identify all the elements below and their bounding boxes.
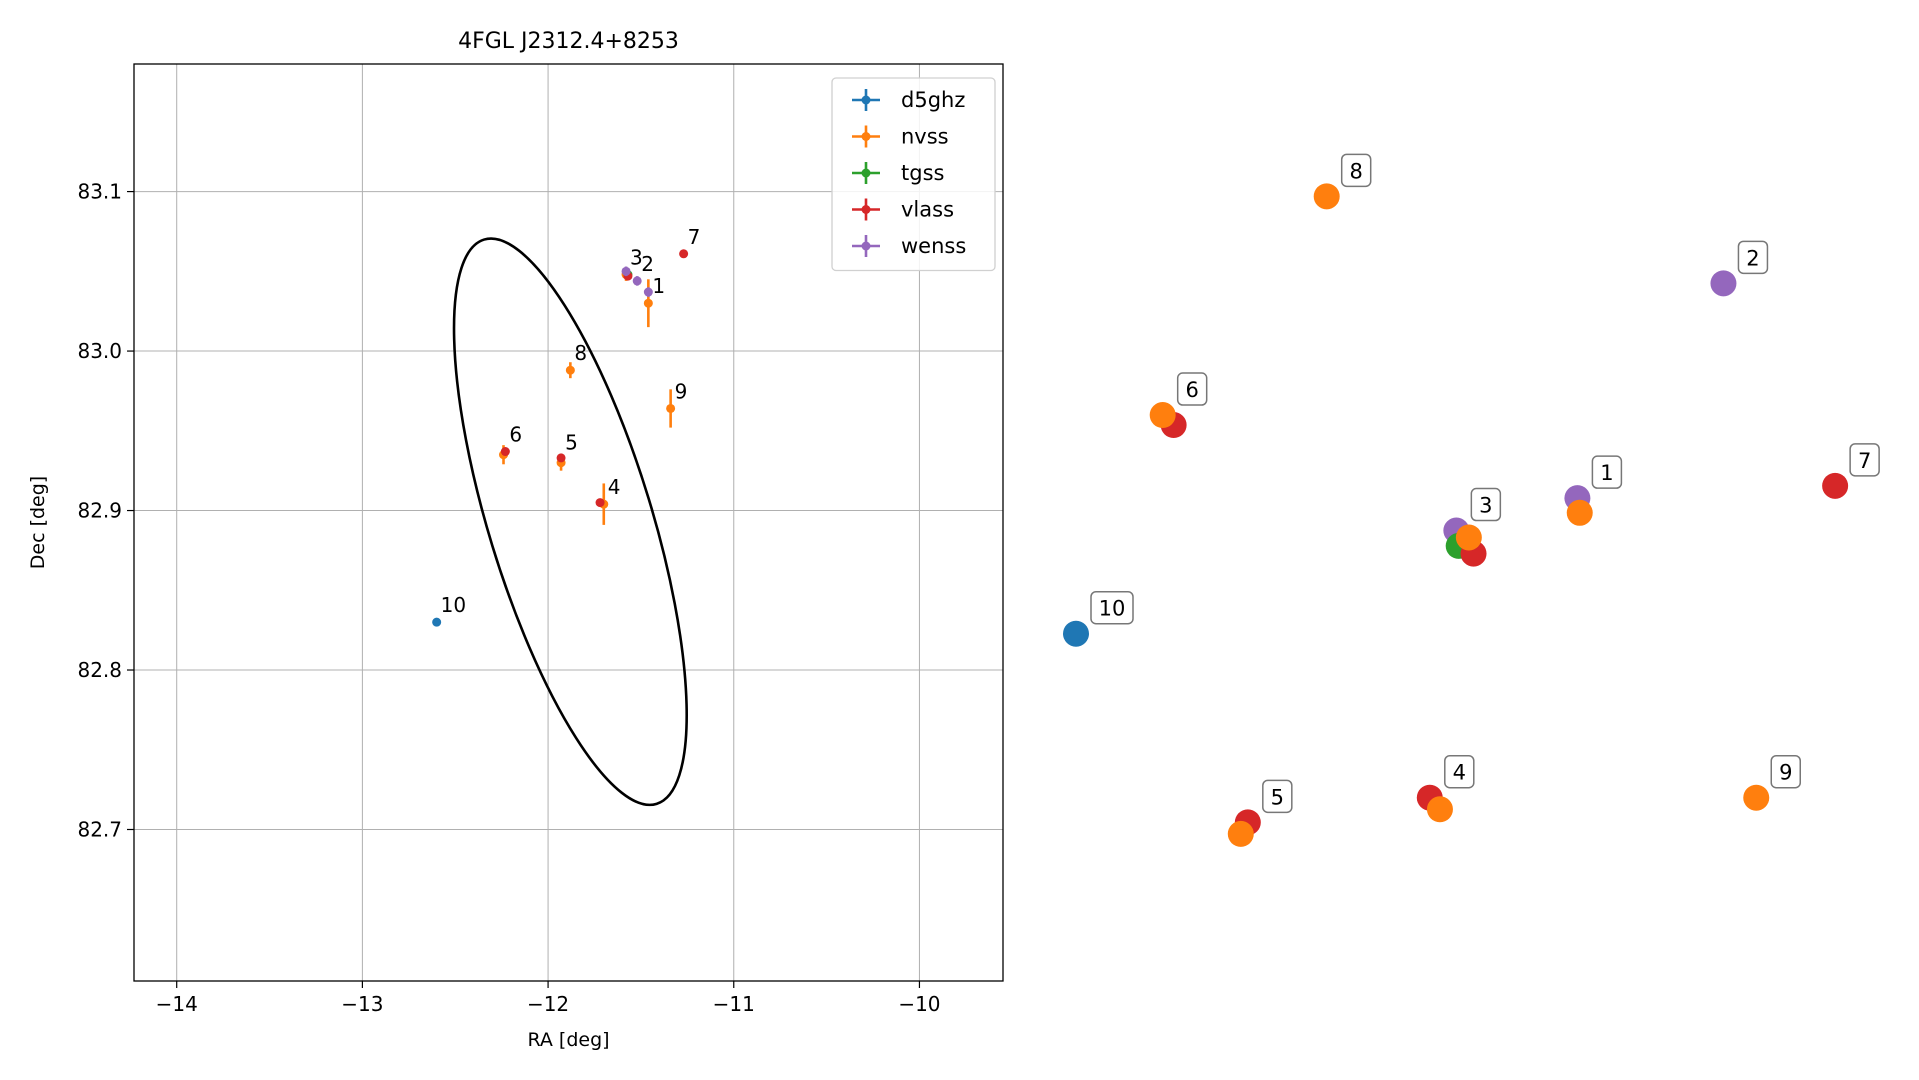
- legend-label-vlass: vlass: [901, 198, 954, 222]
- plot-frame: [133, 63, 1004, 982]
- source-label: 3: [630, 246, 643, 270]
- legend-label-tgss: tgss: [901, 161, 944, 185]
- cluster-label: 6: [1186, 378, 1199, 402]
- source-label: 5: [565, 431, 578, 455]
- cluster-label-box: [1176, 372, 1208, 406]
- cluster-label: 5: [1271, 785, 1284, 809]
- wenss-point: [632, 276, 642, 286]
- nvss-point: [565, 365, 575, 375]
- cluster-label: 3: [1479, 494, 1492, 518]
- cluster-6: 6: [1149, 372, 1208, 439]
- legend: d5ghz nvss tgss vlass wenss: [831, 77, 996, 272]
- vlass-point: [595, 498, 605, 508]
- cluster-label: 7: [1858, 449, 1871, 473]
- x-tick-label: −12: [527, 992, 569, 1016]
- cluster-label: 10: [1099, 597, 1126, 621]
- cluster-8: 8: [1313, 153, 1372, 210]
- cluster-label: 1: [1600, 461, 1613, 485]
- cluster-label-box: [1770, 754, 1802, 789]
- cluster-5: 5: [1227, 779, 1293, 847]
- source-cluster-panel: 1 2 3 4 5 6 7 8 9 10: [1063, 153, 1880, 847]
- source-points: [432, 249, 689, 627]
- source-label: 9: [675, 379, 688, 403]
- vlass-point: [679, 249, 689, 259]
- legend-label-nvss: nvss: [901, 125, 949, 149]
- cluster-label-box: [1591, 455, 1623, 489]
- nvss-cluster-point: [1149, 402, 1176, 429]
- nvss-cluster-point: [1455, 524, 1482, 551]
- legend-marker-dot: [861, 168, 871, 178]
- y-axis-label: Dec [deg]: [27, 476, 49, 569]
- nvss-cluster-point: [1566, 499, 1593, 526]
- y-tick-label: 83.0: [77, 339, 122, 363]
- source-labels: 123 4 5 6 7 8 9 10: [441, 225, 701, 617]
- cluster-label-box: [1262, 779, 1293, 814]
- legend-label-d5ghz: d5ghz: [901, 88, 965, 112]
- localization-ellipse: [452, 237, 688, 807]
- cluster-label: 2: [1746, 246, 1759, 270]
- nvss-cluster-point: [1743, 784, 1770, 811]
- wenss-point: [643, 287, 653, 297]
- vlass-point: [556, 453, 566, 463]
- nvss-cluster-point: [1313, 183, 1340, 210]
- y-tick-label: 82.9: [77, 499, 122, 523]
- source-label: 6: [509, 423, 522, 447]
- nvss-cluster-point: [1227, 820, 1254, 847]
- source-label: 2: [641, 252, 654, 276]
- cluster-9: 9: [1743, 754, 1802, 811]
- source-label: 1: [652, 274, 665, 298]
- cluster-4: 4: [1416, 754, 1475, 823]
- cluster-7: 7: [1822, 443, 1880, 499]
- axis-ticks: −14 −13 −12 −11 −10 82.7 82.8 82.9 83.0 83.1: [77, 180, 940, 1016]
- legend-marker-dot: [861, 95, 871, 105]
- legend-marker-dot: [861, 205, 871, 214]
- source-label: 7: [688, 225, 701, 249]
- localization-ellipse-path: [452, 237, 688, 807]
- sky-map-panel: 123 4 5 6 7 8 9 10 −14 −13 −12 −11 −10 82.7 82.8 82.9 8…: [27, 29, 1004, 1051]
- y-tick-label: 82.8: [77, 658, 122, 682]
- cluster-10: 10: [1063, 590, 1134, 647]
- legend-box: [831, 77, 996, 272]
- cluster-label-box: [1737, 240, 1769, 275]
- cluster-2: 2: [1710, 240, 1769, 297]
- nvss-cluster-point: [1426, 796, 1453, 823]
- chart-title: 4FGL J2312.4+8253: [458, 29, 679, 54]
- cluster-label-box: [1090, 590, 1134, 625]
- legend-marker-dot: [861, 241, 871, 251]
- wenss-point: [621, 266, 631, 276]
- x-tick-label: −11: [713, 992, 755, 1016]
- source-label: 8: [574, 341, 587, 365]
- legend-marker-dot: [861, 132, 871, 141]
- vlass-cluster-point: [1822, 472, 1849, 499]
- x-tick-label: −14: [156, 992, 198, 1016]
- nvss-point: [643, 298, 653, 308]
- cluster-label-box: [1444, 754, 1475, 789]
- cluster-1: 1: [1564, 455, 1623, 526]
- x-axis-label: RA [deg]: [527, 1029, 609, 1051]
- y-tick-label: 82.7: [77, 817, 122, 841]
- wenss-cluster-point: [1710, 270, 1737, 297]
- d5ghz-point: [432, 617, 442, 627]
- source-label: 10: [441, 593, 466, 617]
- cluster-3: 3: [1443, 487, 1502, 567]
- cluster-label: 9: [1779, 761, 1792, 785]
- source-label: 4: [608, 475, 621, 499]
- nvss-point: [666, 403, 676, 413]
- x-tick-label: −13: [341, 992, 383, 1016]
- y-tick-label: 83.1: [77, 180, 122, 204]
- cluster-label-box: [1340, 153, 1372, 188]
- cluster-label: 4: [1453, 761, 1466, 785]
- legend-label-wenss: wenss: [901, 234, 966, 258]
- cluster-label-box: [1849, 443, 1880, 477]
- vlass-point: [500, 447, 510, 457]
- cluster-label: 8: [1350, 159, 1363, 183]
- cluster-label-box: [1470, 487, 1502, 522]
- x-tick-label: −10: [898, 992, 940, 1016]
- d5ghz-cluster-point: [1063, 620, 1089, 647]
